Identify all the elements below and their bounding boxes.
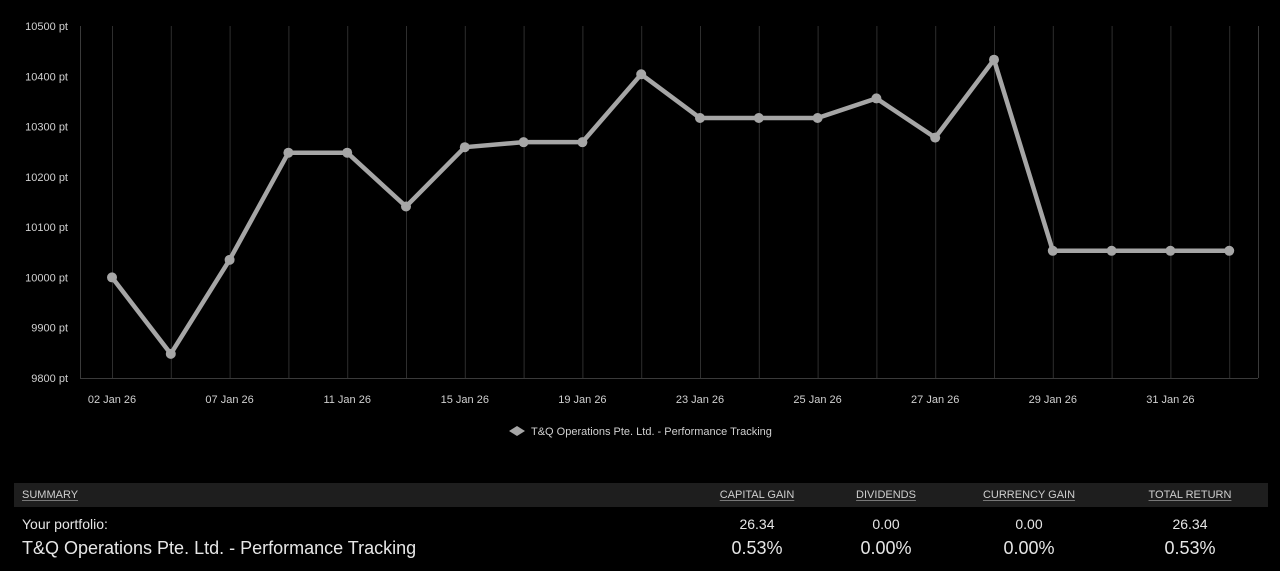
- percent-currency-gain: 0.00%: [1003, 538, 1055, 558]
- data-point: [1165, 245, 1176, 256]
- percent-row: T&Q Operations Pte. Ltd. - Performance T…: [14, 533, 1268, 563]
- y-tick-label: 10500 pt: [25, 21, 68, 33]
- percent-total-return: 0.53%: [1164, 538, 1216, 558]
- x-tick-label: 23 Jan 26: [676, 394, 724, 406]
- percent-dividends: 0.00%: [860, 538, 912, 558]
- x-tick-label: 02 Jan 26: [88, 394, 136, 406]
- data-point: [989, 54, 999, 65]
- data-point: [1047, 245, 1058, 256]
- data-point: [107, 272, 117, 283]
- data-point: [1106, 245, 1117, 256]
- data-point: [871, 93, 882, 104]
- header-currency-gain[interactable]: CURRENCY GAIN: [982, 489, 1076, 501]
- header-summary[interactable]: SUMMARY: [22, 489, 79, 501]
- x-tick-label: 11 Jan 26: [323, 394, 371, 406]
- data-point: [695, 113, 705, 124]
- x-tick-label: 31 Jan 26: [1146, 394, 1194, 406]
- data-point: [1224, 245, 1235, 256]
- y-tick-label: 10000 pt: [25, 272, 68, 284]
- header-total-return[interactable]: TOTAL RETURN: [1148, 489, 1232, 501]
- summary-table: SUMMARY CAPITAL GAIN DIVIDENDS CURRENCY …: [14, 483, 1268, 563]
- y-tick-label: 9800 pt: [31, 373, 68, 385]
- y-tick-label: 9900 pt: [31, 323, 68, 335]
- portfolio-dividends: 0.00: [872, 516, 900, 532]
- performance-line-chart: 9800 pt 9900 pt 10000 pt 10100 pt 10200 pt 10…: [25, 21, 1259, 438]
- data-point: [401, 201, 411, 212]
- portfolio-label: Your portfolio:: [22, 516, 108, 532]
- x-tick-label: 15 Jan 26: [441, 394, 489, 406]
- series-line: [109, 57, 1232, 357]
- header-dividends[interactable]: DIVIDENDS: [856, 489, 916, 501]
- portfolio-total-return: 26.34: [1172, 516, 1208, 532]
- summary-header-row: SUMMARY CAPITAL GAIN DIVIDENDS CURRENCY …: [14, 483, 1268, 507]
- percent-capital-gain: 0.53%: [731, 538, 783, 558]
- portfolio-currency-gain: 0.00: [1015, 516, 1043, 532]
- portfolio-row: Your portfolio: 26.34 0.00 0.00 26.34: [14, 507, 1268, 533]
- legend-label: T&Q Operations Pte. Ltd. - Performance T…: [531, 426, 772, 438]
- data-point: [224, 254, 235, 265]
- data-point: [930, 132, 941, 143]
- data-point: [459, 142, 470, 153]
- header-capital-gain[interactable]: CAPITAL GAIN: [719, 489, 795, 501]
- y-tick-label: 10300 pt: [25, 122, 68, 134]
- data-point: [753, 113, 764, 124]
- data-point: [283, 147, 294, 158]
- data-point: [518, 137, 529, 148]
- x-tick-label: 25 Jan 26: [793, 394, 841, 406]
- data-point: [342, 147, 353, 158]
- data-point: [577, 137, 588, 148]
- data-point: [165, 348, 176, 359]
- x-tick-label: 19 Jan 26: [558, 394, 606, 406]
- x-tick-label: 07 Jan 26: [205, 394, 253, 406]
- x-tick-label: 29 Jan 26: [1029, 394, 1077, 406]
- portfolio-capital-gain: 26.34: [739, 516, 775, 532]
- data-point: [636, 69, 647, 80]
- percent-label: T&Q Operations Pte. Ltd. - Performance T…: [22, 538, 417, 558]
- y-tick-label: 10100 pt: [25, 222, 68, 234]
- y-tick-label: 10200 pt: [25, 172, 68, 184]
- data-point: [812, 113, 823, 124]
- y-tick-label: 10400 pt: [25, 71, 68, 83]
- x-tick-label: 27 Jan 26: [911, 394, 959, 406]
- legend-marker-icon: [509, 426, 525, 436]
